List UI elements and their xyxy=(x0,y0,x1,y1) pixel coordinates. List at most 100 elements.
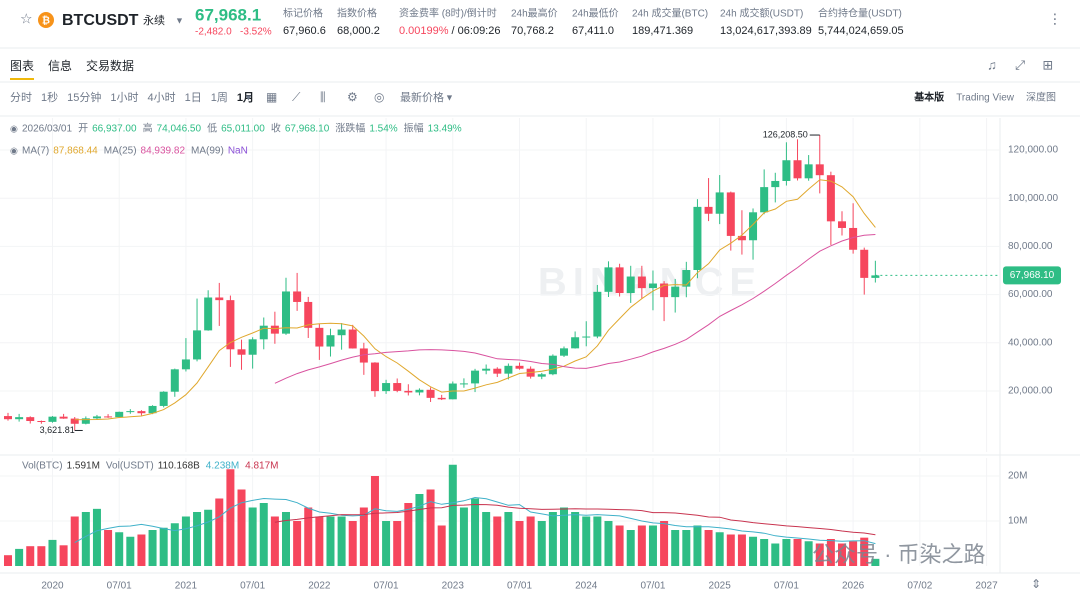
legend-value: 13.49% xyxy=(428,124,462,135)
volume-bar xyxy=(626,530,635,566)
template-icon[interactable]: ◎ xyxy=(374,90,384,104)
legend-value: 84,939.82 xyxy=(141,146,186,157)
scale-icon[interactable]: ⇕ xyxy=(1031,577,1041,591)
tab[interactable]: 图表 xyxy=(10,59,34,73)
candle-body xyxy=(604,267,613,292)
stat-value: 13,024,617,393.89 xyxy=(720,25,812,37)
legend-label: 高 xyxy=(143,122,153,135)
interval[interactable]: 1秒 xyxy=(41,90,58,104)
candle-body xyxy=(471,370,480,384)
legend-value: 66,937.00 xyxy=(92,124,137,135)
candle-body xyxy=(226,300,235,350)
btc-icon-glyph: ₿ xyxy=(42,15,50,27)
candle-body xyxy=(737,235,746,241)
volume-bar xyxy=(593,516,602,566)
volume-bar xyxy=(537,521,546,566)
interval[interactable]: 1小时 xyxy=(110,91,138,104)
interval[interactable]: 4小时 xyxy=(148,91,176,104)
volume-bar xyxy=(270,516,279,566)
candle-body xyxy=(282,291,290,334)
legend-value: 110.168B xyxy=(158,461,200,472)
settings-icon[interactable]: ⚙ xyxy=(347,90,358,104)
more-menu[interactable]: ⋮ xyxy=(1048,11,1062,27)
candle-body xyxy=(860,249,869,278)
interval[interactable]: 1月 xyxy=(237,91,254,104)
volume-bar xyxy=(571,512,580,566)
last-price: 67,968.1 xyxy=(195,5,261,24)
volume-bar xyxy=(826,539,835,566)
price-type[interactable]: 最新价格 xyxy=(400,90,444,104)
volume-bar xyxy=(259,503,268,566)
volume-bar xyxy=(415,494,424,566)
volume-bar xyxy=(793,539,802,566)
volume-bar xyxy=(771,543,780,566)
legend-eye: ◉ xyxy=(10,145,18,155)
symbol[interactable]: BTCUSDT xyxy=(62,12,139,29)
symbol-dropdown[interactable]: ▼ xyxy=(175,15,184,25)
interval[interactable]: 15分钟 xyxy=(67,90,101,104)
x-tick-label: 07/01 xyxy=(640,581,665,592)
tab[interactable]: 交易数据 xyxy=(86,58,134,73)
last-price-label: 67,968.10 xyxy=(1010,270,1055,281)
volume-bar xyxy=(226,469,235,566)
volume-bar xyxy=(170,523,179,566)
stat-value: 70,768.2 xyxy=(511,25,554,37)
price-type-dropdown[interactable]: ▼ xyxy=(445,92,454,102)
volume-bar xyxy=(15,548,24,566)
y-tick-label: 60,000.00 xyxy=(1008,289,1053,300)
ma-line xyxy=(274,234,876,384)
interval-dropdown[interactable]: ▼ xyxy=(244,92,253,102)
draw-icon[interactable]: ⟋ xyxy=(292,90,301,104)
x-tick-label: 2021 xyxy=(175,581,198,592)
favorite-star[interactable]: ☆ xyxy=(20,11,33,27)
candle-body xyxy=(682,270,691,287)
legend-label: 收 xyxy=(271,122,281,135)
candle-body xyxy=(81,418,90,424)
interval[interactable]: 分时 xyxy=(10,91,32,104)
volume-bar xyxy=(337,516,346,566)
candle-body xyxy=(615,267,624,294)
view-option[interactable]: 基本版 xyxy=(913,91,944,104)
volume-bar xyxy=(804,541,813,566)
candle-body xyxy=(270,325,279,334)
layout-icon[interactable]: ⊞ xyxy=(1043,57,1054,72)
fullscreen-icon[interactable]: ⤢ xyxy=(1015,57,1025,72)
tab[interactable]: 信息 xyxy=(48,58,72,73)
price-change-pct: -3.52% xyxy=(240,27,272,38)
stat-label: 24h 成交额(USDT) xyxy=(720,7,803,20)
price-change: -2,482.0 xyxy=(195,27,232,38)
volume-bar xyxy=(671,530,680,566)
candle-body xyxy=(637,276,646,289)
candle-body xyxy=(704,206,713,214)
candle-body xyxy=(693,206,702,271)
candle-body xyxy=(760,187,769,213)
volume-bar xyxy=(404,503,413,566)
stat-label: 24h 成交量(BTC) xyxy=(632,7,708,20)
alert-icon[interactable]: ♫ xyxy=(987,57,997,72)
view-option[interactable]: Trading View xyxy=(956,93,1015,104)
candle-body xyxy=(715,192,724,214)
view-option[interactable]: 深度图 xyxy=(1026,91,1056,104)
x-tick-label: 2023 xyxy=(442,581,465,592)
legend-label: Vol(USDT) xyxy=(106,461,154,472)
overlay-watermark: 公众号 · 币染之路 xyxy=(812,542,986,567)
volume-bar xyxy=(737,534,746,566)
legend-value: NaN xyxy=(228,146,248,157)
volume-bar xyxy=(126,536,135,566)
indicator-icon[interactable]: ▦ xyxy=(266,90,277,104)
chart-type-icon[interactable]: ⫼ xyxy=(320,90,326,104)
volume-bar xyxy=(370,476,379,566)
candle-body xyxy=(838,221,846,228)
btc-icon xyxy=(38,12,54,28)
candle-body xyxy=(437,397,446,400)
volume-bar xyxy=(838,543,846,566)
interval[interactable]: 1周 xyxy=(211,91,228,104)
volume-bar xyxy=(515,521,524,566)
candle-body xyxy=(104,416,113,418)
volume-bar xyxy=(604,521,613,566)
volume-bar xyxy=(204,509,213,566)
interval[interactable]: 1日 xyxy=(185,92,202,104)
volume-bar xyxy=(815,543,824,566)
vol-tick-label: 20M xyxy=(1008,471,1027,482)
